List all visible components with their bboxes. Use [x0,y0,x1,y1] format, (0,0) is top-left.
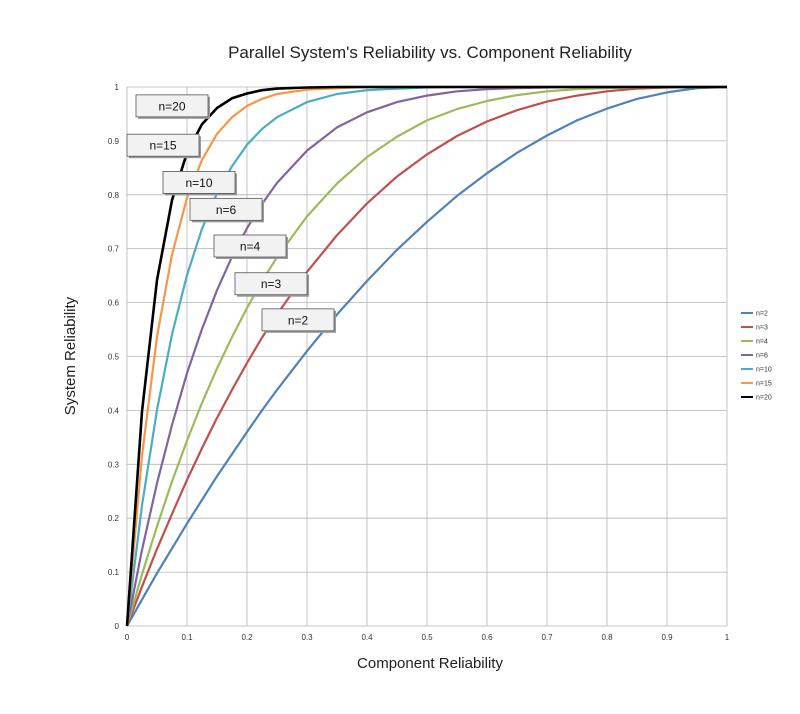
annotation-text: n=20 [158,99,185,113]
annotation-text: n=10 [185,176,212,190]
x-tick-label: 0.1 [181,633,193,642]
legend: n=2 n=3 n=4 n=6 n=10 n=15 n=20 [741,311,772,402]
y-tick-label: 0.8 [108,191,120,200]
annotation-box [213,234,287,258]
x-tick-label: 0.6 [481,633,493,642]
annotation-box [261,308,335,332]
x-tick-label: 0.9 [661,633,673,642]
annotation-box [135,94,209,118]
series-line-n=2 [126,85,728,627]
x-tick-labels: 0 0.1 0.2 0.3 0.4 0.5 0.6 0.7 0.8 0.9 1 [125,633,730,642]
annotation-box [189,197,263,221]
x-tick-label: 0 [125,633,130,642]
y-tick-labels: 0 0.1 0.2 0.3 0.4 0.5 0.6 0.7 0.8 0.9 1 [108,83,120,631]
legend-label-n=20: n=20 [756,395,772,402]
x-axis-label: Component Reliability [357,655,503,672]
annotation-text: n=15 [149,139,176,153]
annotation-text: n=6 [216,203,237,217]
annotations: n=20 n=15 n=10 n=6 n=4 n=3 n=2 [126,94,336,333]
x-tick-label: 0.7 [541,633,553,642]
legend-label-n=2: n=2 [756,311,768,318]
legend-label-n=6: n=6 [756,353,768,360]
annotation-n=3: n=3 [234,272,309,297]
y-tick-label: 1 [115,83,120,92]
x-tick-label: 1 [725,633,730,642]
y-tick-label: 0.3 [108,460,120,469]
annotation-box [126,133,200,157]
y-tick-label: 0.9 [108,137,120,146]
series-lines [125,85,728,627]
chart-title: Parallel System's Reliability vs. Compon… [228,43,632,62]
grid [126,86,728,627]
y-tick-label: 0.7 [108,245,120,254]
x-tick-label: 0.5 [421,633,433,642]
annotation-text: n=3 [261,277,282,291]
y-tick-label: 0.1 [108,568,120,577]
legend-label-n=3: n=3 [756,325,768,332]
annotation-box [234,272,308,296]
annotation-n=4: n=4 [213,234,288,260]
y-tick-label: 0.6 [108,299,120,308]
x-tick-label: 0.4 [361,633,373,642]
annotation-n=20: n=20 [135,94,210,119]
annotation-box [162,171,236,194]
legend-label-n=15: n=15 [756,381,772,388]
annotation-text: n=2 [288,313,309,327]
x-tick-label: 0.8 [601,633,613,642]
annotation-n=15: n=15 [126,133,201,159]
annotation-n=6: n=6 [189,197,264,223]
x-tick-label: 0.2 [241,633,253,642]
y-tick-label: 0.5 [108,353,120,362]
y-tick-label: 0 [115,622,120,631]
annotation-n=2: n=2 [261,308,336,333]
y-tick-label: 0.2 [108,514,120,523]
annotation-n=10: n=10 [162,171,237,196]
y-tick-label: 0.4 [108,406,120,415]
annotation-text: n=4 [240,240,261,254]
y-axis-label: System Reliability [62,296,79,415]
x-tick-label: 0.3 [301,633,313,642]
legend-label-n=4: n=4 [756,339,768,346]
legend-label-n=10: n=10 [756,367,772,374]
series-line-n=3 [125,85,727,627]
